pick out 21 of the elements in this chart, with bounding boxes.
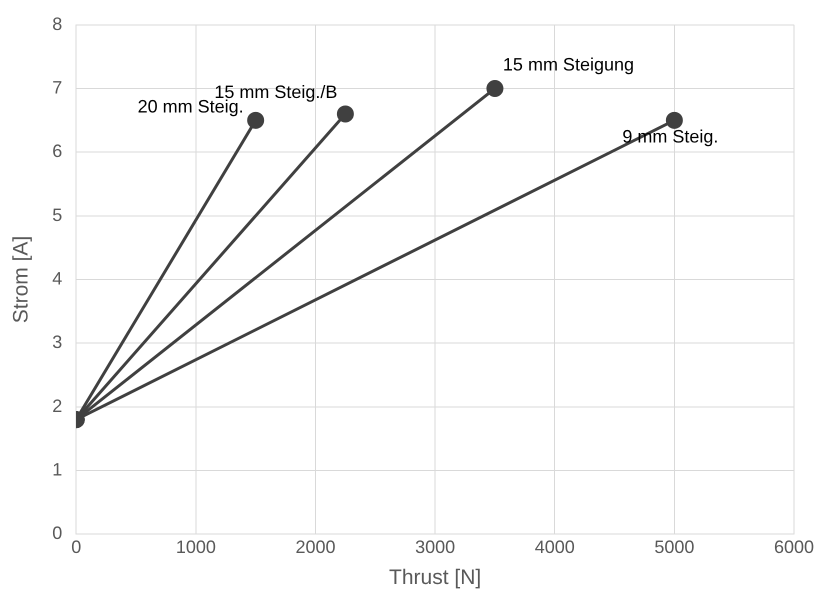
x-tick-label: 3000 <box>415 536 456 557</box>
x-tick-label: 2000 <box>295 536 336 557</box>
y-tick-label: 5 <box>52 204 62 225</box>
y-axis-title: Strom [A] <box>9 236 32 324</box>
y-tick-label: 3 <box>52 332 62 352</box>
y-tick-label: 1 <box>52 459 62 480</box>
y-tick-label: 8 <box>52 14 62 34</box>
y-tick-label: 7 <box>52 77 62 98</box>
y-tick-label: 6 <box>52 141 62 162</box>
x-tick-label: 1000 <box>176 536 216 557</box>
x-tick-label: 5000 <box>654 536 694 557</box>
x-tick-label: 4000 <box>534 536 575 557</box>
x-tick-label: 0 <box>71 536 82 557</box>
series-label: 15 mm Steigung <box>502 54 634 74</box>
y-tick-label: 0 <box>52 523 62 544</box>
series-label: 15 mm Steig./B <box>214 82 338 102</box>
x-tick-label: 6000 <box>774 536 814 557</box>
x-axis-title: Thrust [N] <box>389 566 482 590</box>
y-tick-label: 4 <box>52 268 62 288</box>
y-tick-label: 2 <box>52 396 62 416</box>
series-label: 9 mm Steig. <box>622 126 718 146</box>
